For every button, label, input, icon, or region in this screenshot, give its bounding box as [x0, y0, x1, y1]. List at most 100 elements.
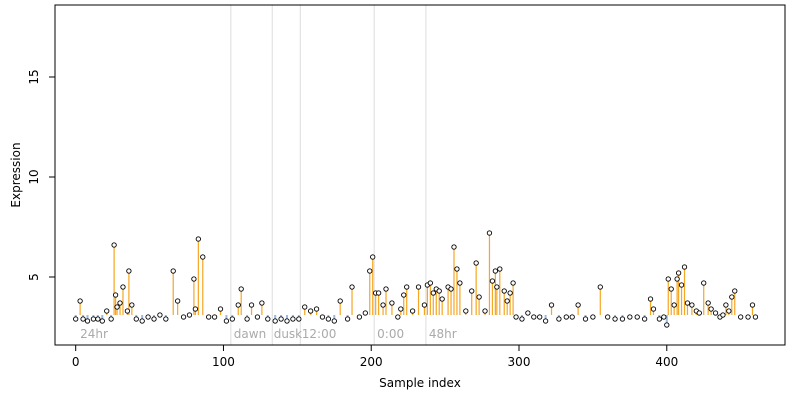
data-point	[476, 294, 482, 300]
data-point	[349, 284, 355, 290]
data-point	[200, 254, 206, 260]
data-point	[605, 314, 611, 320]
data-point	[145, 314, 151, 320]
data-point	[563, 314, 569, 320]
data-point	[749, 302, 756, 308]
data-point	[272, 318, 278, 324]
data-point	[494, 284, 500, 290]
data-point	[175, 298, 181, 304]
x-tick-label: 300	[508, 355, 531, 369]
data-point	[191, 276, 197, 282]
data-point	[590, 314, 596, 320]
data-point	[701, 280, 707, 286]
data-point	[507, 290, 513, 296]
region-label: 0:00	[377, 327, 404, 341]
data-point	[575, 302, 581, 308]
x-tick-label: 400	[655, 355, 678, 369]
y-tick-label: 5	[27, 273, 41, 281]
y-axis: 5 10 15	[27, 69, 55, 281]
data-point	[80, 316, 86, 322]
data-point	[108, 316, 114, 322]
data-point	[463, 308, 469, 314]
data-point	[448, 286, 454, 292]
data-point	[211, 314, 218, 320]
data-point	[117, 300, 123, 306]
data-point	[139, 318, 145, 324]
data-point	[634, 314, 640, 320]
data-point	[319, 314, 326, 320]
data-point	[186, 312, 193, 318]
x-tick-label: 200	[360, 355, 383, 369]
data-point	[569, 314, 575, 320]
data-point	[124, 308, 131, 314]
data-point	[738, 314, 744, 320]
data-point	[217, 306, 224, 312]
data-point	[398, 306, 404, 312]
data-point	[501, 288, 507, 294]
data-point	[254, 314, 261, 320]
data-point	[436, 288, 442, 294]
data-point	[395, 314, 401, 320]
data-point	[537, 314, 543, 320]
data-point	[265, 316, 271, 322]
data-point	[375, 290, 382, 296]
data-point	[180, 314, 187, 320]
data-point	[238, 286, 244, 292]
data-point	[668, 286, 674, 292]
data-point	[454, 266, 460, 272]
data-point	[597, 284, 603, 290]
data-point	[235, 302, 241, 308]
data-point	[612, 316, 618, 322]
data-point	[192, 306, 199, 312]
data-point	[497, 266, 503, 272]
data-point	[510, 280, 516, 286]
data-point	[732, 288, 738, 294]
y-tick-label: 10	[27, 169, 41, 184]
data-point	[313, 306, 320, 312]
region-label: dusk	[274, 327, 302, 341]
plot-frame	[54, 4, 786, 346]
data-point	[383, 286, 389, 292]
x-tick-label: 100	[212, 355, 235, 369]
x-tick-label: 0	[72, 355, 80, 369]
data-point	[665, 276, 671, 282]
data-point	[206, 314, 212, 320]
data-point	[229, 316, 235, 322]
data-point	[427, 280, 433, 286]
data-point	[77, 298, 83, 304]
data-point	[389, 300, 395, 306]
data-point	[430, 290, 436, 296]
data-point	[729, 294, 735, 300]
data-point	[489, 278, 496, 284]
data-point	[482, 308, 488, 314]
data-point	[409, 308, 416, 314]
data-point	[661, 314, 667, 320]
y-tick-label: 15	[27, 69, 41, 84]
data-point	[664, 322, 670, 328]
data-point	[674, 276, 680, 282]
data-point	[337, 298, 343, 304]
data-point	[745, 314, 751, 320]
data-point	[451, 244, 457, 250]
data-point	[284, 318, 290, 324]
data-point	[163, 316, 169, 322]
data-point	[684, 300, 691, 306]
data-point	[415, 284, 422, 290]
data-point	[370, 254, 376, 260]
data-point	[548, 302, 555, 308]
data-point	[619, 316, 626, 322]
data-point	[519, 316, 525, 322]
x-axis: 0 100 200 300 400	[72, 345, 678, 369]
data-point	[675, 270, 682, 276]
data-point	[248, 302, 255, 308]
x-axis-label: Sample index	[379, 376, 461, 390]
data-point	[421, 302, 428, 308]
data-point	[556, 316, 562, 322]
data-point	[325, 316, 332, 322]
data-point	[95, 316, 101, 322]
region-label: dawn	[234, 327, 266, 341]
data-point	[542, 318, 549, 324]
data-point	[705, 300, 711, 306]
data-point	[259, 300, 265, 306]
